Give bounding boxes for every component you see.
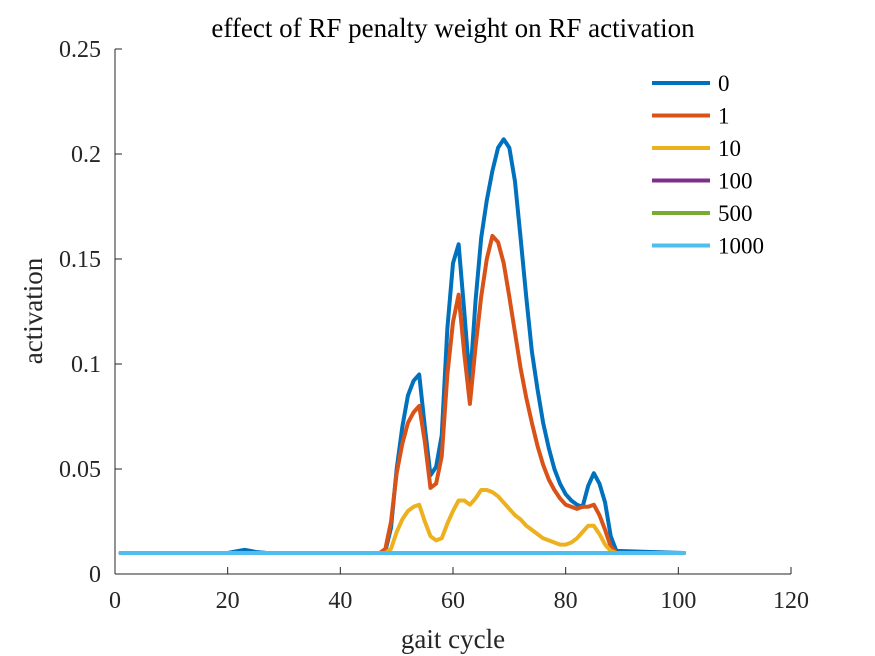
y-tick-label: 0.25 bbox=[59, 37, 101, 63]
x-tick-label: 120 bbox=[773, 588, 809, 614]
y-tick-label: 0.2 bbox=[71, 142, 101, 168]
legend-label: 100 bbox=[718, 169, 753, 194]
chart-title: effect of RF penalty weight on RF activa… bbox=[211, 13, 695, 43]
legend-label: 1000 bbox=[718, 234, 764, 259]
x-tick-label: 40 bbox=[328, 588, 352, 614]
axes bbox=[114, 49, 791, 575]
x-tick-label: 80 bbox=[554, 588, 578, 614]
series-lines bbox=[118, 137, 686, 555]
x-tick-label: 60 bbox=[441, 588, 465, 614]
series-line-0 bbox=[118, 137, 686, 555]
x-tick-label: 20 bbox=[216, 588, 240, 614]
x-axis-label: gait cycle bbox=[401, 624, 505, 654]
series-line-10 bbox=[118, 488, 686, 555]
y-tick-label: 0.1 bbox=[71, 352, 101, 378]
y-tick-label: 0 bbox=[89, 562, 101, 588]
y-axis-label: activation bbox=[18, 257, 48, 364]
legend-label: 0 bbox=[718, 71, 730, 96]
series-line-1 bbox=[118, 233, 686, 555]
legend-label: 500 bbox=[718, 201, 753, 226]
legend: 0 1 10 100 500 1000 bbox=[652, 71, 764, 259]
x-tick-label: 0 bbox=[109, 588, 121, 614]
legend-label: 1 bbox=[718, 104, 730, 129]
y-tick-label: 0.05 bbox=[59, 457, 101, 483]
x-tick-label: 100 bbox=[660, 588, 696, 614]
legend-label: 10 bbox=[718, 136, 741, 161]
y-tick-label: 0.15 bbox=[59, 247, 101, 273]
